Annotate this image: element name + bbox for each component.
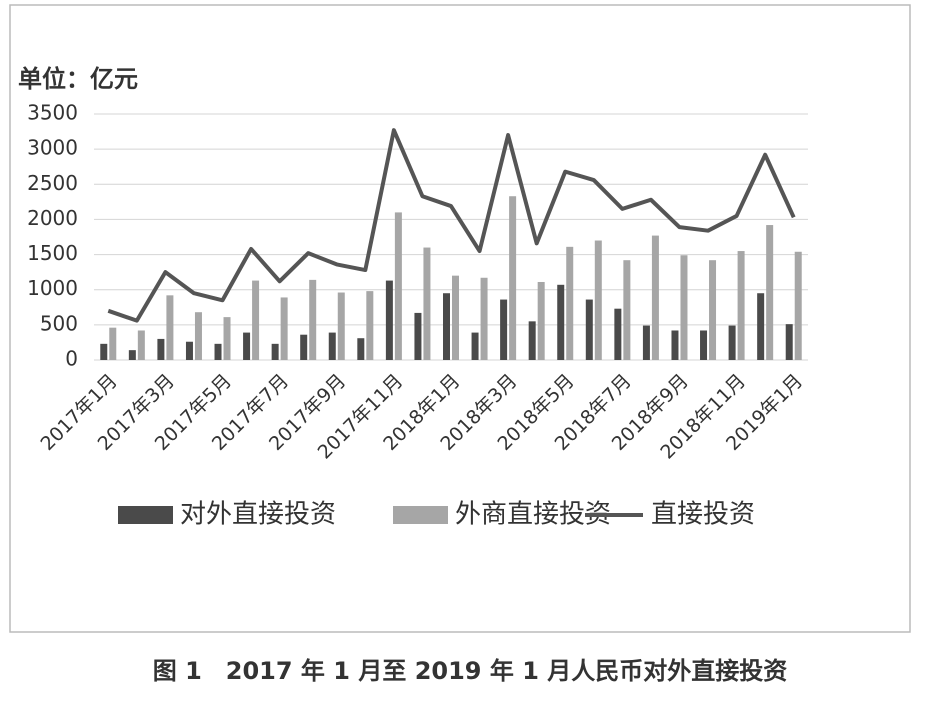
bar	[594, 240, 602, 360]
bar	[385, 280, 393, 360]
bar	[328, 332, 336, 360]
bar	[280, 297, 288, 360]
y-axis-label: 单位：亿元	[18, 65, 138, 93]
bar	[223, 317, 231, 360]
bar	[394, 212, 402, 360]
bar	[700, 330, 708, 360]
bar	[509, 196, 517, 360]
bar	[423, 247, 431, 360]
bar	[537, 281, 545, 360]
chart-frame	[9, 4, 911, 633]
bar	[109, 327, 117, 360]
bar	[137, 330, 145, 360]
bar	[166, 295, 174, 360]
y-tick-label: 2500	[27, 171, 78, 195]
bar	[414, 312, 422, 360]
bar	[614, 308, 622, 360]
bar	[252, 280, 260, 360]
bar	[528, 321, 536, 360]
y-tick-label: 0	[65, 347, 78, 371]
bar	[671, 330, 679, 360]
bar	[623, 260, 631, 360]
bar	[500, 299, 508, 360]
bar	[785, 324, 793, 360]
legend-swatch	[393, 506, 448, 524]
bar	[271, 343, 279, 360]
bar	[128, 350, 136, 360]
bar	[757, 293, 765, 360]
bar	[443, 293, 450, 360]
bar	[651, 235, 659, 360]
bar	[794, 251, 802, 360]
bar	[357, 338, 365, 360]
bar	[766, 225, 774, 360]
bar	[642, 325, 650, 360]
bar	[585, 299, 593, 360]
legend-swatch	[118, 506, 173, 524]
bar	[243, 332, 251, 360]
bar	[157, 338, 165, 360]
bar	[566, 246, 574, 360]
legend-label: 直接投资	[651, 500, 755, 530]
legend-label: 对外直接投资	[180, 500, 336, 530]
bar	[709, 260, 717, 360]
bar	[100, 343, 108, 360]
y-tick-label: 500	[40, 311, 78, 335]
bar	[557, 284, 565, 360]
bar	[194, 312, 202, 360]
bar	[366, 291, 374, 360]
line-series	[107, 128, 796, 323]
bar	[728, 325, 736, 360]
y-tick-label: 1500	[27, 241, 78, 265]
bar	[737, 251, 745, 360]
y-tick-label: 2000	[27, 206, 78, 230]
caption: 图 1 2017 年 1 月至 2019 年 1 月人民币对外直接投资	[153, 657, 788, 685]
bar	[300, 334, 308, 360]
bar	[452, 275, 459, 360]
y-tick-label: 3500	[27, 101, 78, 125]
y-tick-label: 1000	[27, 276, 78, 300]
bar	[309, 279, 317, 360]
bar	[214, 343, 222, 360]
bar	[471, 332, 479, 360]
bar	[680, 255, 688, 360]
bar	[337, 292, 345, 360]
bar	[480, 277, 488, 360]
bar	[185, 341, 193, 360]
y-tick-label: 3000	[27, 136, 78, 160]
